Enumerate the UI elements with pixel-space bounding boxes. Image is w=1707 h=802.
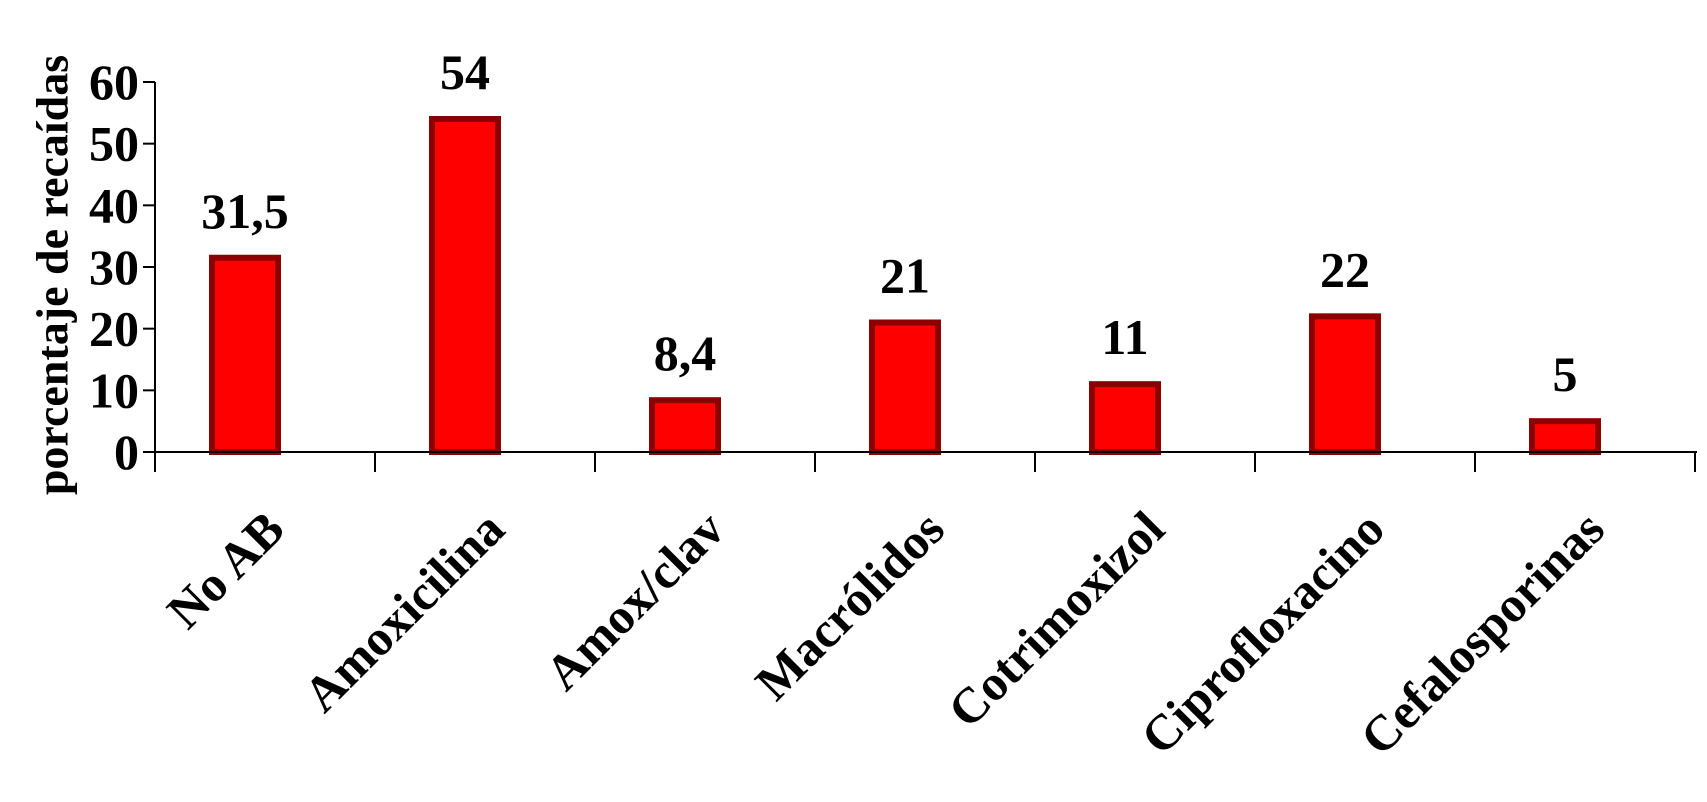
y-tick-label: 50 (89, 116, 139, 172)
bar-macr-lidos (869, 319, 941, 455)
bar-ciprofloxacino (1309, 313, 1381, 456)
data-label: 11 (1101, 309, 1148, 365)
category-label: Amoxicilina (293, 500, 515, 722)
category-label: Cotrimoxizol (937, 500, 1175, 738)
bar-cefalosporinas (1529, 418, 1601, 455)
bar-amoxicilina (429, 116, 501, 455)
data-labels: 31,5 54 8,4 21 11 22 5 (201, 44, 1577, 402)
y-tick-label: 0 (114, 424, 139, 480)
bars (209, 116, 1601, 456)
bar-no-ab (209, 254, 281, 455)
category-label: Amox/clav (534, 500, 735, 701)
y-tick-label: 30 (89, 239, 139, 295)
data-label: 8,4 (654, 325, 717, 381)
data-label: 54 (440, 44, 490, 100)
category-label: Macrólidos (744, 500, 954, 710)
data-label: 5 (1553, 346, 1578, 402)
data-label: 22 (1320, 241, 1370, 297)
data-label: 21 (880, 248, 930, 304)
bar-cotrimoxizol (1089, 381, 1161, 455)
y-tick-label: 60 (89, 54, 139, 110)
data-label: 31,5 (201, 183, 289, 239)
y-tick-label: 20 (89, 301, 139, 357)
category-label: No AB (156, 500, 295, 639)
bar-amox-clav (649, 397, 721, 456)
y-tick-label: 10 (89, 362, 139, 418)
y-tick-label: 40 (89, 177, 139, 233)
y-axis-label: porcentaje de recaídas (27, 55, 78, 495)
